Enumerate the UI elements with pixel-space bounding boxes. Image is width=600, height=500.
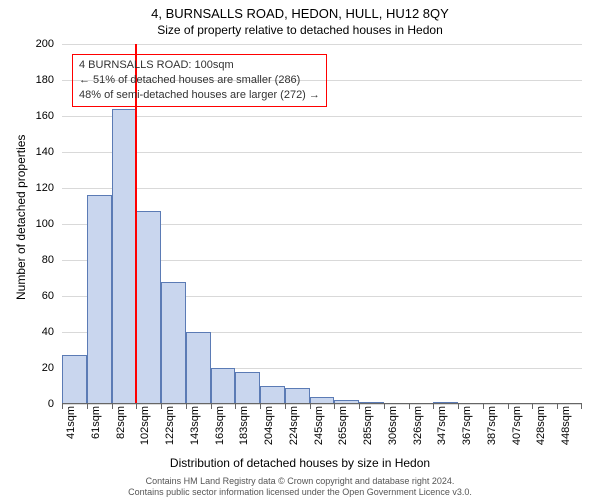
- x-tick-label: 448sqm: [560, 406, 572, 445]
- footer-line-1: Contains HM Land Registry data © Crown c…: [0, 476, 600, 487]
- x-tick-label: 387sqm: [486, 406, 498, 445]
- y-tick-label: 60: [14, 290, 54, 302]
- footer-line-2: Contains public sector information licen…: [0, 487, 600, 498]
- x-tick-label: 326sqm: [412, 406, 424, 445]
- annotation-line: ← 51% of detached houses are smaller (28…: [79, 73, 320, 88]
- histogram-bar: [87, 195, 112, 404]
- x-tick-label: 245sqm: [313, 406, 325, 445]
- x-tick-label: 407sqm: [511, 406, 523, 445]
- x-tick-label: 163sqm: [214, 406, 226, 445]
- histogram-bar: [161, 282, 186, 404]
- y-tick-label: 20: [14, 362, 54, 374]
- y-tick-label: 40: [14, 326, 54, 338]
- x-tick-label: 285sqm: [362, 406, 374, 445]
- x-tick-label: 367sqm: [461, 406, 473, 445]
- annotation-box: 4 BURNSALLS ROAD: 100sqm← 51% of detache…: [72, 54, 327, 107]
- x-tick-label: 428sqm: [535, 406, 547, 445]
- histogram-bar: [62, 355, 87, 404]
- histogram-bar: [211, 368, 236, 404]
- histogram-bar: [136, 211, 161, 404]
- x-tick-label: 61sqm: [90, 406, 102, 439]
- chart-plot-area: 4 BURNSALLS ROAD: 100sqm← 51% of detache…: [62, 44, 582, 404]
- histogram-bar: [186, 332, 211, 404]
- y-axis-tick-labels: 020406080100120140160180200: [0, 44, 58, 404]
- attribution-footer: Contains HM Land Registry data © Crown c…: [0, 476, 600, 498]
- annotation-line: 48% of semi-detached houses are larger (…: [79, 88, 320, 103]
- y-tick-label: 200: [14, 38, 54, 50]
- chart-title: 4, BURNSALLS ROAD, HEDON, HULL, HU12 8QY: [0, 0, 600, 21]
- y-tick-label: 140: [14, 146, 54, 158]
- x-tick-label: 183sqm: [238, 406, 250, 445]
- histogram-bar: [285, 388, 310, 404]
- y-tick-label: 180: [14, 74, 54, 86]
- x-tick-label: 82sqm: [115, 406, 127, 439]
- x-tick-label: 265sqm: [337, 406, 349, 445]
- histogram-bar: [112, 109, 137, 404]
- x-axis-tick-labels: 41sqm 61sqm 82sqm 102sqm 122sqm 143sqm 163sqm 1…: [62, 406, 582, 456]
- y-tick-label: 120: [14, 182, 54, 194]
- x-tick-label: 204sqm: [263, 406, 275, 445]
- y-tick-label: 160: [14, 110, 54, 122]
- y-tick-label: 0: [14, 398, 54, 410]
- x-axis-title: Distribution of detached houses by size …: [0, 456, 600, 470]
- x-tick-label: 102sqm: [139, 406, 151, 445]
- x-tick-label: 41sqm: [65, 406, 77, 439]
- annotation-line: 4 BURNSALLS ROAD: 100sqm: [79, 58, 320, 73]
- x-tick-label: 122sqm: [164, 406, 176, 445]
- x-tick-label: 306sqm: [387, 406, 399, 445]
- x-tick-label: 347sqm: [436, 406, 448, 445]
- chart-subtitle: Size of property relative to detached ho…: [0, 21, 600, 43]
- y-tick-label: 80: [14, 254, 54, 266]
- y-tick-label: 100: [14, 218, 54, 230]
- x-tick-label: 224sqm: [288, 406, 300, 445]
- x-tick-label: 143sqm: [189, 406, 201, 445]
- histogram-bar: [260, 386, 285, 404]
- histogram-bar: [235, 372, 260, 404]
